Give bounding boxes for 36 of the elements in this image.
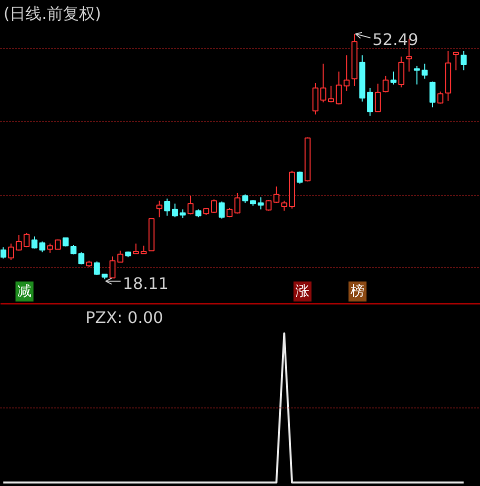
candlestick bbox=[110, 256, 116, 278]
candlestick bbox=[258, 196, 264, 210]
candlestick bbox=[374, 83, 381, 112]
candlestick bbox=[266, 200, 272, 212]
candlestick bbox=[328, 85, 334, 103]
candlestick bbox=[218, 200, 225, 220]
candlestick bbox=[164, 198, 170, 216]
candlestick bbox=[156, 200, 162, 218]
candlestick bbox=[188, 195, 194, 215]
candlestick bbox=[117, 250, 124, 263]
text: 榜 bbox=[350, 284, 364, 300]
candlestick bbox=[437, 91, 444, 104]
candlestick bbox=[39, 240, 46, 253]
annotation: 18.11 bbox=[122, 274, 169, 294]
candlestick bbox=[0, 246, 6, 260]
candlestick bbox=[273, 186, 280, 204]
candlestick bbox=[47, 243, 54, 254]
candlestick bbox=[430, 81, 436, 108]
candlestick bbox=[210, 198, 217, 214]
candlestick bbox=[70, 244, 76, 255]
candlestick bbox=[452, 52, 459, 71]
candlestick bbox=[78, 252, 84, 265]
candlestick bbox=[234, 192, 240, 214]
text: 涨 bbox=[296, 284, 310, 300]
candlestick bbox=[390, 71, 396, 85]
chart-title: PZX: 0.00 bbox=[86, 308, 164, 327]
candlestick bbox=[281, 200, 288, 212]
candlestick bbox=[31, 236, 38, 250]
candlestick bbox=[296, 171, 303, 184]
candlestick bbox=[460, 50, 467, 71]
chart-title: (日线.前复权) bbox=[4, 4, 102, 23]
text: 减 bbox=[18, 284, 32, 300]
candlestick bbox=[382, 75, 389, 93]
candlestick bbox=[8, 243, 14, 261]
annotation: 52.49 bbox=[372, 30, 418, 49]
candlestick bbox=[398, 56, 404, 88]
